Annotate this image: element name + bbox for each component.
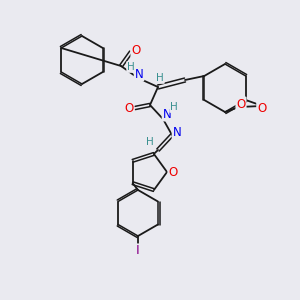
Text: H: H	[170, 102, 178, 112]
Text: I: I	[136, 244, 140, 257]
Text: O: O	[168, 166, 178, 178]
Text: H: H	[127, 62, 135, 72]
Text: O: O	[257, 101, 266, 115]
Text: N: N	[163, 107, 171, 121]
Text: H: H	[156, 73, 164, 83]
Text: O: O	[236, 98, 246, 110]
Text: O: O	[124, 103, 134, 116]
Text: O: O	[131, 44, 141, 56]
Text: H: H	[146, 137, 154, 147]
Text: N: N	[172, 127, 182, 140]
Text: N: N	[135, 68, 143, 80]
